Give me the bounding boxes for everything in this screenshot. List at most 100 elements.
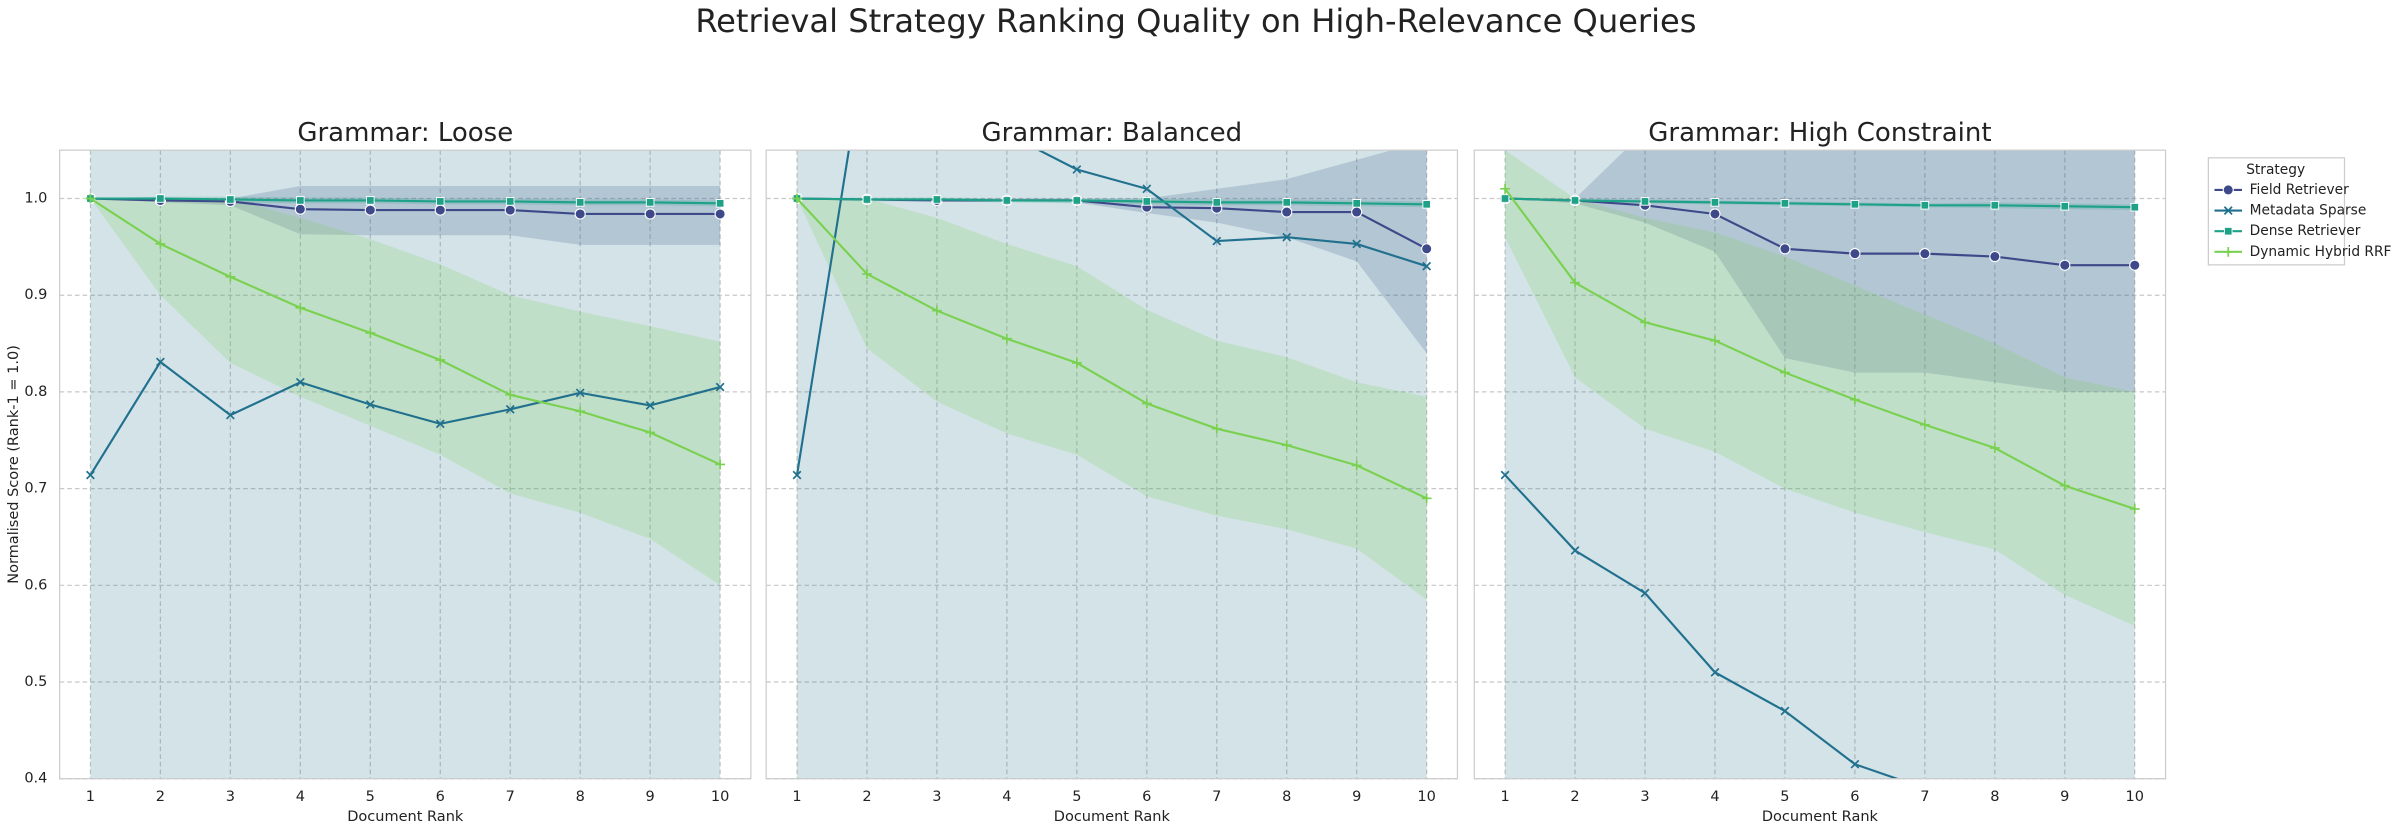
series-line (1504, 188, 2136, 510)
data-point (1422, 200, 1431, 209)
data-point (1071, 358, 1082, 368)
x-tick-label: 7 (1212, 789, 1221, 805)
x-tick-label: 6 (436, 789, 445, 805)
x-axis-label: Document Rank (1762, 809, 1879, 825)
y-tick-label: 0.6 (24, 577, 47, 593)
data-point (1351, 206, 1363, 218)
legend-label: Dense Retriever (2250, 223, 2361, 239)
x-tick-label: 2 (1570, 789, 1579, 805)
x-tick-label: 7 (506, 789, 515, 805)
plot-content (1499, 150, 2141, 779)
data-point (792, 470, 802, 480)
data-point (86, 470, 95, 480)
x-tick-label: 10 (2126, 789, 2144, 805)
data-point (365, 328, 376, 338)
data-point (1989, 443, 2000, 453)
data-point (1710, 198, 1720, 207)
y-tick-label: 0.5 (24, 674, 47, 690)
x-tick-label: 9 (646, 789, 655, 805)
plot-content (84, 150, 726, 779)
data-point (226, 195, 235, 204)
data-point (2059, 259, 2071, 271)
data-point (1281, 206, 1293, 218)
subplot-title: Grammar: Balanced (981, 118, 1242, 148)
confidence-band (1505, 150, 2135, 626)
series-line (89, 197, 721, 466)
series-line (90, 197, 721, 205)
data-point (1142, 184, 1152, 194)
x-tick-label: 1 (1500, 789, 1509, 805)
data-point (1352, 199, 1361, 208)
data-point (434, 204, 446, 216)
series-line (90, 197, 721, 216)
y-axis-label: Normalised Score (Rank-1 = 1.0) (6, 345, 22, 584)
series-line (89, 360, 721, 476)
x-tick-label: 3 (226, 789, 235, 805)
data-point (2129, 259, 2141, 271)
data-point (1919, 248, 1931, 260)
data-point (1849, 248, 1861, 260)
x-tick-label: 4 (1002, 789, 1011, 805)
data-point (932, 195, 942, 204)
data-point (575, 406, 586, 417)
data-point (155, 357, 165, 367)
data-point (715, 459, 726, 470)
data-point (1422, 261, 1432, 271)
legend-title: Strategy (2246, 162, 2305, 178)
subplot-title: Grammar: High Constraint (1648, 118, 1991, 148)
data-point (295, 302, 306, 313)
x-tick-label: 1 (792, 789, 801, 805)
data-point (1780, 367, 1790, 378)
confidence-band (90, 150, 721, 779)
y-tick-label: 0.9 (24, 287, 47, 303)
data-point (1281, 440, 1292, 450)
data-point (366, 196, 375, 205)
data-point (2059, 480, 2070, 491)
y-tick-label: 0.7 (24, 481, 47, 497)
legend-label: Field Retriever (2250, 182, 2349, 198)
series-line (1504, 474, 1901, 779)
data-point (645, 401, 655, 410)
x-tick-label: 10 (1417, 789, 1435, 805)
data-point (862, 269, 872, 279)
x-axis-label: Document Rank (347, 809, 464, 825)
data-point (1570, 196, 1580, 205)
plot-frame (59, 149, 752, 780)
data-point (2060, 201, 2070, 211)
data-point (1570, 546, 1580, 555)
data-point (1212, 236, 1222, 246)
data-point (1710, 335, 1720, 346)
data-point (932, 305, 942, 316)
data-point (575, 388, 585, 398)
data-point (1570, 277, 1580, 288)
data-point (435, 419, 445, 429)
plot-content (791, 79, 1433, 779)
data-point (1640, 197, 1650, 206)
data-point (933, 79, 941, 87)
figure-title: Retrieval Strategy Ranking Quality on Hi… (695, 2, 1696, 40)
data-point (225, 271, 236, 282)
data-point (1850, 759, 1860, 769)
subplot: 1 2 3 4 5 6 7 8 9 10 Grammar: High Constraint Docum… (1473, 118, 2167, 825)
legend-marker (2223, 206, 2233, 215)
x-axis-label: Document Rank (1054, 809, 1171, 825)
x-tick-label: 9 (2060, 789, 2069, 805)
legend-label: Metadata Sparse (2250, 203, 2367, 219)
data-point (295, 377, 305, 387)
data-point (1780, 706, 1790, 716)
x-tick-label: 5 (366, 789, 375, 805)
data-point (1779, 243, 1791, 255)
legend-label: Dynamic Hybrid RRF (2250, 244, 2392, 260)
confidence-band (796, 198, 1427, 600)
data-point (645, 427, 656, 438)
plot-area (766, 150, 1458, 779)
plot-frame (1473, 149, 2167, 780)
legend-marker (2222, 184, 2234, 196)
data-point (1072, 165, 1082, 174)
data-point (1002, 196, 1012, 205)
data-point (715, 382, 725, 392)
confidence-band (1505, 150, 2135, 779)
confidence-band (796, 150, 1427, 779)
x-tick-label: 7 (1920, 789, 1929, 805)
x-tick-label: 2 (862, 789, 871, 805)
